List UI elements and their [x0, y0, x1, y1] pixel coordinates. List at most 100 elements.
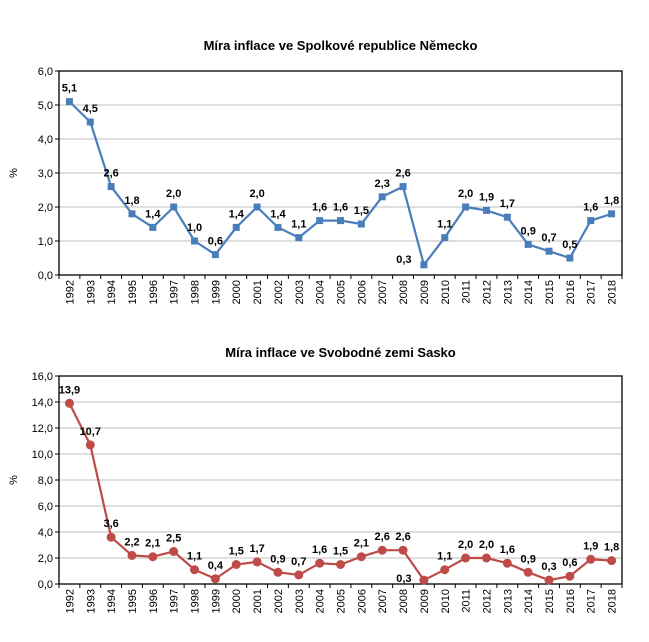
x-tick-label: 1996: [148, 280, 160, 304]
y-tick-label: 4,0: [38, 134, 53, 146]
data-label: 1,6: [312, 202, 327, 214]
chart-2: Míra inflace ve Svobodné zemi Sasko 0,0 2,…: [8, 345, 623, 613]
data-label: 0,7: [541, 232, 556, 244]
data-point: [481, 553, 491, 563]
x-tick-label: 2007: [377, 589, 389, 613]
data-point: [462, 203, 470, 211]
data-point: [566, 254, 574, 262]
data-point: [544, 575, 554, 585]
x-tick-label: 2018: [607, 280, 619, 304]
plot-area: [58, 70, 623, 276]
data-label: 0,5: [562, 239, 577, 251]
data-point: [252, 557, 262, 567]
data-point: [357, 220, 365, 228]
y-tick-label: 2,0: [38, 202, 53, 214]
data-label: 1,8: [604, 195, 619, 207]
y-tick-label: 0,0: [38, 579, 53, 591]
data-label: 0,3: [541, 561, 556, 573]
data-point: [399, 183, 407, 191]
data-label: 2,5: [166, 533, 181, 545]
data-point: [231, 560, 241, 569]
x-tick-label: 2002: [273, 589, 285, 613]
data-point: [503, 213, 511, 221]
data-label: 1,7: [500, 198, 515, 210]
data-point: [107, 183, 115, 191]
data-label: 2,2: [124, 536, 139, 548]
data-label: 1,8: [124, 195, 139, 207]
data-label: 1,1: [437, 551, 452, 563]
data-label: 0,6: [562, 557, 577, 569]
x-tick-label: 2014: [523, 280, 535, 304]
data-label: 1,5: [229, 546, 244, 558]
data-label: 2,6: [395, 531, 410, 543]
x-tick-label: 2000: [231, 589, 243, 613]
data-point: [128, 210, 136, 218]
x-tick-label: 1995: [127, 589, 139, 613]
data-point: [274, 223, 282, 231]
x-tick-label: 1993: [85, 589, 97, 613]
y-tick-label: 1,0: [38, 236, 53, 248]
y-tick-label: 5,0: [38, 100, 53, 112]
data-label: 2,0: [166, 188, 181, 200]
data-label: 1,1: [291, 219, 306, 231]
data-label: 1,7: [249, 543, 264, 555]
x-tick-label: 1996: [148, 589, 160, 613]
x-tick-label: 2008: [398, 280, 410, 304]
data-point: [316, 217, 324, 225]
y-axis-label: %: [8, 475, 20, 485]
data-point: [64, 398, 74, 408]
data-point: [169, 547, 179, 556]
data-label: 2,6: [103, 168, 118, 180]
series-line: [68, 100, 612, 268]
x-tick-label: 2009: [419, 280, 431, 304]
x-tick-label: 1993: [85, 280, 97, 304]
x-tick-label: 1992: [64, 589, 76, 613]
data-label: 0,9: [270, 553, 285, 565]
x-tick-label: 2006: [356, 589, 368, 613]
data-label: 2,0: [479, 539, 494, 551]
data-label: 1,6: [333, 202, 348, 214]
data-label: 0,3: [396, 254, 411, 266]
data-point: [106, 532, 116, 542]
x-tick-label: 2006: [356, 280, 368, 304]
x-tick-label: 2013: [502, 589, 514, 613]
x-tick-label: 2012: [481, 280, 493, 304]
data-point: [294, 570, 304, 580]
data-label: 2,1: [354, 538, 369, 550]
data-point: [356, 552, 366, 562]
chart-title: Míra inflace ve Spolkové republice Němec…: [204, 38, 478, 53]
data-point: [232, 223, 240, 231]
x-tick-label: 2015: [544, 589, 556, 613]
data-point: [211, 251, 219, 259]
data-label: 0,9: [521, 225, 536, 237]
chart-title: Míra inflace ve Svobodné zemi Sasko: [225, 345, 456, 360]
data-point: [607, 556, 617, 566]
x-tick-label: 1997: [169, 280, 181, 304]
data-point: [377, 545, 387, 555]
data-point: [210, 574, 220, 584]
y-tick-label: 10,0: [32, 449, 53, 461]
x-tick-label: 2002: [273, 280, 285, 304]
data-point: [336, 560, 345, 569]
x-tick-label: 2000: [231, 280, 243, 304]
x-tick-label: 2004: [315, 589, 327, 613]
data-point: [127, 550, 137, 560]
data-label: 0,6: [208, 236, 223, 248]
x-tick-label: 2014: [523, 589, 535, 613]
data-label: 1,1: [187, 551, 202, 563]
data-label: 2,1: [145, 538, 160, 550]
x-tick-label: 2007: [377, 280, 389, 304]
x-tick-label: 2016: [565, 589, 577, 613]
data-point: [608, 210, 616, 218]
y-tick-label: 6,0: [38, 501, 53, 513]
data-label: 1,6: [583, 202, 598, 214]
data-point: [482, 206, 490, 214]
data-point: [378, 193, 386, 201]
x-tick-label: 2018: [607, 589, 619, 613]
plot-area: [58, 375, 623, 585]
x-tick-label: 2005: [336, 589, 348, 613]
x-tick-label: 2013: [502, 280, 514, 304]
chart-1: Míra inflace ve Spolkové republice Němec…: [8, 38, 623, 304]
x-tick-label: 1992: [64, 280, 76, 304]
data-point: [148, 552, 158, 562]
